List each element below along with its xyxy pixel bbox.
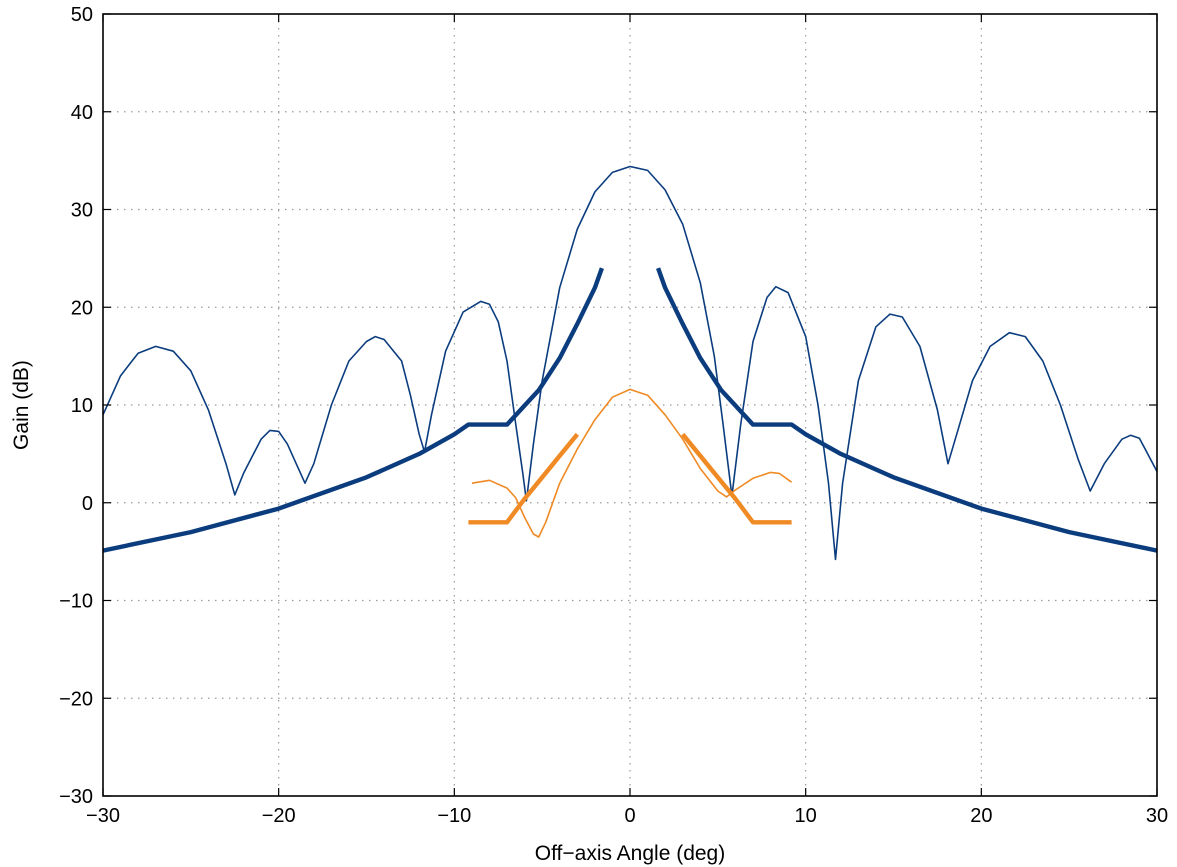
- y-tick-label: 10: [71, 395, 93, 417]
- x-tick-label: 10: [795, 805, 817, 827]
- plot-series: [102, 165, 1158, 561]
- y-tick-label: −20: [59, 688, 93, 710]
- series-2-line: [656, 267, 1158, 553]
- series-4-line: [468, 432, 580, 525]
- series-4-line: [680, 432, 792, 525]
- x-tick-label: 0: [624, 805, 635, 827]
- y-tick-label: 30: [71, 200, 93, 222]
- series-3-line: [471, 388, 793, 538]
- y-tick-label: 40: [71, 102, 93, 124]
- y-tick-label: −30: [59, 786, 93, 808]
- x-tick-label: −20: [262, 805, 296, 827]
- plot-frame: [102, 13, 1158, 797]
- x-tick-label: 20: [970, 805, 992, 827]
- x-tick-label: −30: [86, 805, 120, 827]
- y-tick-label: 0: [82, 493, 93, 515]
- grid-lines: [103, 14, 1157, 796]
- series-2-line: [102, 267, 604, 553]
- axis-ticks: −30 −20 −10 0 10 20 30 −30 −20 −10 0 10 20 30 40 50: [59, 4, 1168, 827]
- series-1-line: [102, 165, 1158, 561]
- y-tick-label: 20: [71, 297, 93, 319]
- y-tick-label: −10: [59, 591, 93, 613]
- x-axis-label: Off−axis Angle (deg): [535, 842, 725, 865]
- x-tick-label: −10: [437, 805, 471, 827]
- y-axis-label: Gain (dB): [10, 360, 33, 450]
- y-tick-label: 50: [71, 4, 93, 26]
- x-tick-label: 30: [1146, 805, 1168, 827]
